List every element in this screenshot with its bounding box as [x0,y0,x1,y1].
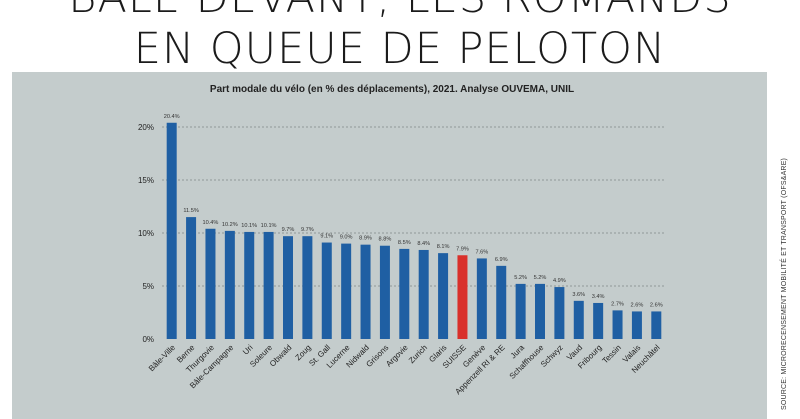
bar [302,236,313,339]
bar [244,231,255,339]
value-label: 7.6% [475,249,488,255]
chart-panel [12,72,767,419]
bar [612,310,623,339]
value-label: 9.1% [320,234,333,240]
bar [186,217,197,339]
value-label: 2.6% [650,302,663,308]
value-label: 20.4% [164,114,180,120]
value-label: 9.7% [282,227,295,233]
bar [573,300,584,339]
value-label: 10.4% [203,220,219,226]
bar [631,311,642,339]
value-label: 10.2% [222,222,238,228]
headline-line-2: EN QUEUE DE PELOTON [133,24,667,74]
y-tick-label: 0% [142,335,154,344]
bar [476,258,487,339]
bar [166,122,177,339]
x-tick-label: Tessin [601,343,623,365]
value-label: 8.5% [398,240,411,246]
y-tick-label: 5% [142,282,154,291]
bar [515,283,526,339]
value-label: 6.9% [495,257,508,263]
bar [457,255,468,339]
bar [379,245,390,339]
bar [360,244,371,339]
value-label: 3.4% [592,294,605,300]
bar [438,253,449,339]
x-tick-label: Bâle-Ville [147,343,178,374]
value-label: 7.9% [456,246,469,252]
x-tick-label: Argovie [384,343,410,369]
value-label: 4.9% [553,278,566,284]
bar [399,248,410,339]
x-tick-label: Zurich [407,343,429,365]
bar [321,242,332,339]
value-label: 11.5% [183,208,198,214]
bar [496,265,507,339]
value-label: 10.1% [241,223,257,229]
value-label: 8.9% [359,236,372,242]
bar [554,287,565,339]
headline-line-1: BÂLE DEVANT, LES ROMANDS [0,0,800,23]
value-label: 9.7% [301,227,314,233]
value-label: 2.6% [631,302,644,308]
bar [651,311,662,339]
bar [283,236,293,339]
bar [418,249,429,339]
value-label: 5.2% [514,275,527,281]
y-tick-label: 15% [138,176,154,185]
y-tick-label: 10% [138,229,154,238]
x-tick-label: Obwald [268,343,294,369]
value-label: 2.7% [611,301,624,307]
bar [224,230,235,339]
bar [263,231,274,339]
value-label: 8.1% [437,244,450,250]
value-label: 8.8% [379,237,392,243]
bar [205,228,216,339]
x-tick-label: Uri [241,343,255,357]
bar [341,243,352,339]
value-label: 10.1% [261,223,277,229]
chart-title: Part modale du vélo (en % des déplacemen… [210,84,574,95]
bar [535,283,545,339]
value-label: 3.6% [572,292,585,298]
value-label: 9.0% [340,235,353,241]
value-label: 5.2% [534,275,547,281]
value-label: 8.4% [417,241,430,247]
bar [593,302,604,339]
y-tick-label: 20% [138,123,154,132]
source-credit: SOURCE: MICRORECENSEMENT MOBILITÉ ET TRA… [781,157,788,410]
